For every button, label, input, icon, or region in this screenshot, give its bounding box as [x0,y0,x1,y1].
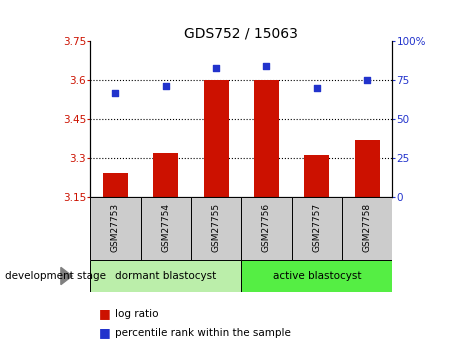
Text: GSM27753: GSM27753 [111,203,120,252]
Text: GSM27756: GSM27756 [262,203,271,252]
Bar [241,197,292,260]
Bar [241,260,392,292]
Bar [141,197,191,260]
Bar [254,80,279,197]
Title: GDS752 / 15063: GDS752 / 15063 [184,26,298,40]
Bar [153,152,178,197]
Text: active blastocyst: active blastocyst [272,271,361,281]
Point [263,63,270,69]
Point [313,85,320,91]
Bar [203,80,229,197]
Text: GSM27758: GSM27758 [363,203,372,252]
Text: GSM27754: GSM27754 [161,203,170,252]
Text: log ratio: log ratio [115,309,158,319]
Bar [103,173,128,197]
Text: ■: ■ [99,307,111,321]
Bar [342,197,392,260]
Text: percentile rank within the sample: percentile rank within the sample [115,328,291,338]
Bar [191,197,241,260]
Bar [304,155,329,197]
Text: dormant blastocyst: dormant blastocyst [115,271,216,281]
Point [364,77,371,83]
Text: ■: ■ [99,326,111,339]
Bar [90,197,141,260]
Text: development stage: development stage [5,271,106,281]
Bar [354,140,380,197]
Text: GSM27757: GSM27757 [313,203,321,252]
Bar [292,197,342,260]
Point [112,90,119,95]
Point [162,84,169,89]
Bar [90,260,241,292]
Text: GSM27755: GSM27755 [212,203,221,252]
Point [212,65,220,71]
